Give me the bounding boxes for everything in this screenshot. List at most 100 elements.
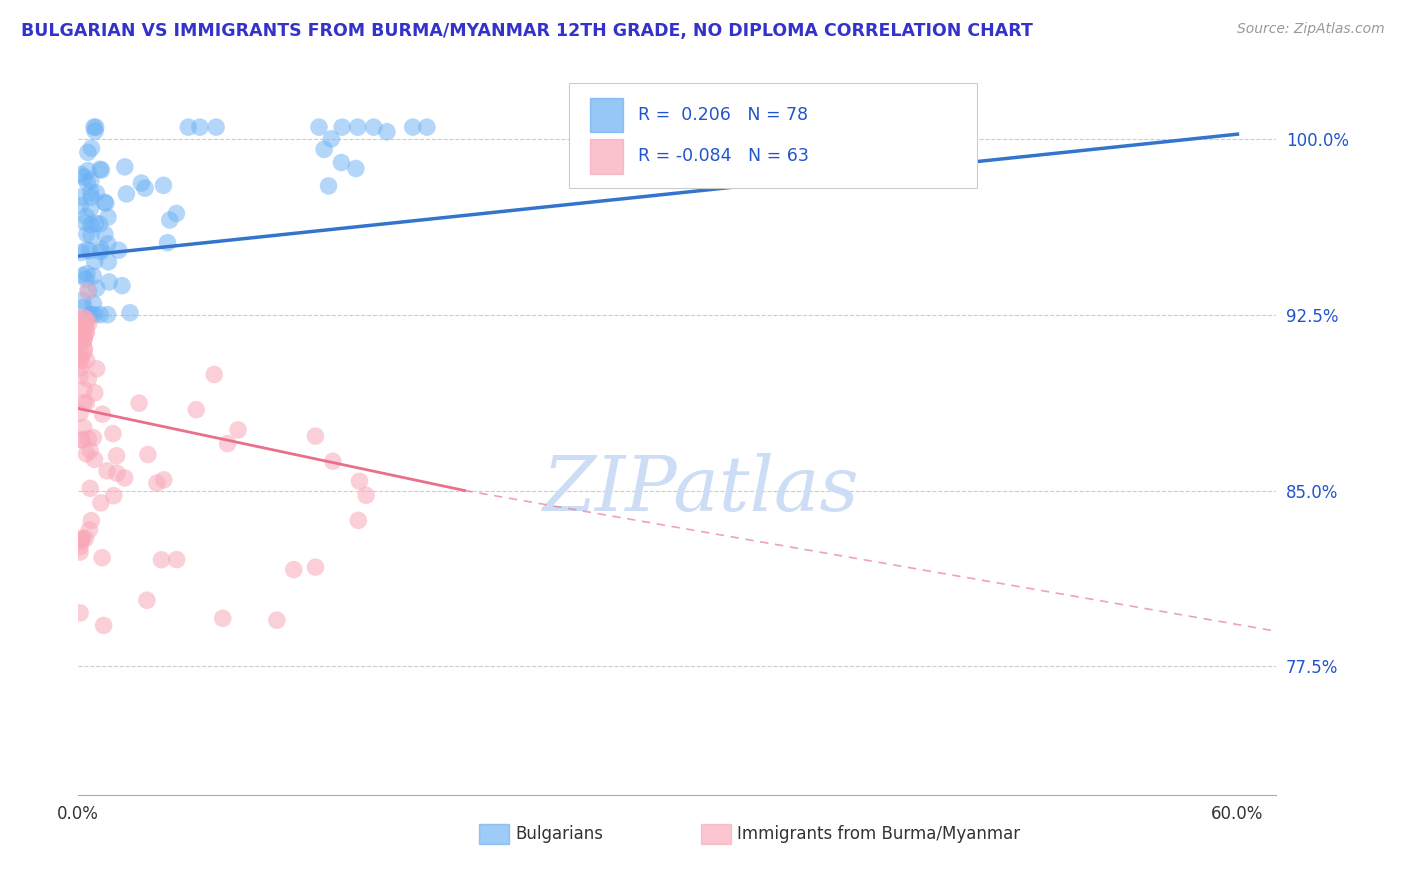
Point bbox=[75, 532, 97, 546]
Point bbox=[70, 324, 93, 338]
Point bbox=[77, 316, 100, 330]
Point bbox=[72, 433, 94, 447]
Point bbox=[416, 120, 439, 135]
Point bbox=[77, 372, 100, 386]
Point bbox=[69, 198, 91, 212]
Point bbox=[86, 186, 108, 200]
Point bbox=[82, 269, 104, 284]
Point bbox=[76, 145, 98, 160]
Point bbox=[76, 163, 98, 178]
Point bbox=[79, 443, 101, 458]
Point bbox=[84, 120, 107, 135]
Point bbox=[79, 202, 101, 216]
Point bbox=[77, 284, 100, 298]
Point bbox=[330, 155, 353, 169]
Point bbox=[75, 210, 97, 224]
Point bbox=[304, 560, 326, 574]
FancyBboxPatch shape bbox=[569, 83, 977, 188]
Text: R =  0.206   N = 78: R = 0.206 N = 78 bbox=[637, 106, 807, 124]
Point bbox=[89, 162, 111, 177]
Point bbox=[73, 383, 96, 397]
Point bbox=[82, 296, 104, 310]
Point bbox=[321, 132, 343, 146]
Point bbox=[93, 618, 115, 632]
Point bbox=[318, 178, 340, 193]
Point bbox=[90, 163, 112, 178]
Point bbox=[347, 513, 370, 527]
Point bbox=[91, 407, 114, 421]
Point bbox=[69, 352, 91, 367]
Point bbox=[165, 206, 187, 220]
Point bbox=[69, 190, 91, 204]
Point bbox=[69, 331, 91, 345]
Point bbox=[80, 173, 103, 187]
Point bbox=[80, 218, 103, 232]
Point bbox=[76, 353, 98, 368]
Point bbox=[314, 142, 336, 156]
Point bbox=[94, 196, 117, 211]
Point bbox=[80, 228, 103, 243]
Point bbox=[69, 368, 91, 383]
Point bbox=[186, 402, 208, 417]
Point bbox=[159, 213, 181, 227]
Point bbox=[82, 431, 104, 445]
Bar bbox=[702, 823, 731, 844]
Point bbox=[152, 178, 174, 193]
Point bbox=[86, 281, 108, 295]
Point bbox=[205, 120, 228, 135]
Point bbox=[354, 488, 377, 502]
Point bbox=[86, 361, 108, 376]
Point bbox=[90, 242, 112, 256]
Point bbox=[75, 272, 97, 286]
Point bbox=[79, 523, 101, 537]
Point bbox=[111, 278, 134, 293]
Point bbox=[135, 593, 157, 607]
Point bbox=[72, 293, 94, 308]
Point bbox=[114, 471, 136, 485]
Point bbox=[76, 267, 98, 281]
Point bbox=[322, 454, 344, 468]
Point bbox=[346, 120, 368, 135]
Text: Bulgarians: Bulgarians bbox=[516, 825, 603, 843]
Point bbox=[177, 120, 200, 135]
Point bbox=[70, 433, 93, 447]
Point bbox=[69, 406, 91, 420]
Bar bbox=[589, 139, 623, 174]
Point bbox=[150, 553, 173, 567]
Point bbox=[330, 120, 353, 135]
Point bbox=[344, 161, 367, 176]
Point bbox=[94, 227, 117, 242]
Point bbox=[69, 343, 91, 357]
Point bbox=[103, 489, 125, 503]
Point bbox=[70, 167, 93, 181]
Text: Source: ZipAtlas.com: Source: ZipAtlas.com bbox=[1237, 22, 1385, 37]
Point bbox=[84, 216, 107, 230]
Point bbox=[105, 449, 128, 463]
Point bbox=[211, 611, 233, 625]
Point bbox=[69, 319, 91, 334]
Point bbox=[83, 254, 105, 268]
Point bbox=[73, 215, 96, 229]
Point bbox=[80, 514, 103, 528]
Point bbox=[69, 343, 91, 357]
Point bbox=[308, 120, 330, 135]
Point bbox=[72, 533, 94, 547]
Bar bbox=[479, 823, 509, 844]
Point bbox=[93, 195, 115, 210]
Point bbox=[114, 160, 136, 174]
Point bbox=[97, 210, 120, 224]
Text: ZIPatlas: ZIPatlas bbox=[543, 453, 859, 527]
Point bbox=[105, 467, 128, 481]
Point bbox=[115, 186, 138, 201]
Point bbox=[266, 613, 288, 627]
Point bbox=[73, 420, 96, 434]
Point bbox=[188, 120, 211, 135]
Point bbox=[90, 244, 112, 259]
Text: Immigrants from Burma/Myanmar: Immigrants from Burma/Myanmar bbox=[737, 825, 1021, 843]
Point bbox=[97, 308, 120, 322]
Point bbox=[83, 120, 105, 135]
Point bbox=[75, 396, 97, 410]
Point bbox=[83, 308, 105, 322]
Point bbox=[69, 606, 91, 620]
Point bbox=[80, 190, 103, 204]
